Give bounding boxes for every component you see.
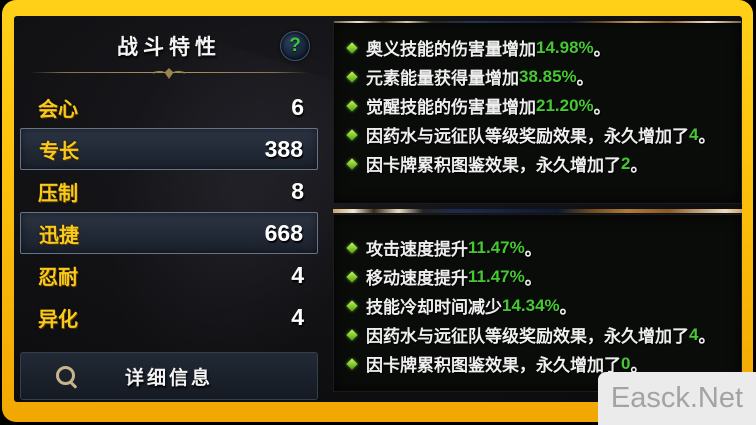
- perk-value: 38.85%: [519, 66, 577, 86]
- tooltip-content: 战斗特性 ? 会心 6 专长 388 压制 8: [14, 16, 742, 402]
- perk-suffix: 。: [576, 69, 594, 88]
- perk-text: 移动速度提升: [366, 269, 468, 288]
- diamond-bullet-icon: [346, 299, 358, 312]
- diamond-bullet-icon: [346, 70, 358, 83]
- watermark: Easck.Net: [598, 372, 756, 425]
- magnifier-icon: [55, 365, 79, 389]
- perk-line: 技能冷却时间减少 14.34%。: [334, 291, 741, 320]
- diamond-bullet-icon: [346, 99, 358, 112]
- perk-value: 2: [621, 153, 631, 173]
- section-divider: [333, 209, 742, 213]
- stat-label: 会心: [38, 98, 78, 121]
- perk-suffix: 。: [630, 356, 648, 375]
- perk-suffix: 。: [698, 127, 716, 146]
- perk-value: 11.47%: [468, 266, 525, 286]
- perk-value: 11.47%: [468, 237, 525, 257]
- diamond-bullet-icon: [346, 157, 358, 170]
- perk-text: 技能冷却时间减少: [366, 298, 502, 317]
- perk-suffix: 。: [698, 327, 716, 346]
- perk-suffix: 。: [524, 269, 542, 288]
- perk-text: 因卡牌累积图鉴效果，永久增加了: [366, 156, 621, 175]
- perk-text: 因卡牌累积图鉴效果，永久增加了: [366, 356, 621, 375]
- left-panel-header: 战斗特性 ?: [20, 26, 318, 66]
- diamond-bullet-icon: [346, 328, 358, 341]
- perk-text: 因药水与远征队等级奖励效果，永久增加了: [366, 127, 689, 146]
- perk-text: 奥义技能的伤害量增加: [366, 40, 536, 59]
- stat-label: 专长: [39, 140, 79, 163]
- perk-section-2: 攻击速度提升 11.47%。 移动速度提升 11.47%。 技能冷却时间减少 14.3…: [333, 214, 742, 392]
- stat-row[interactable]: 迅捷 668: [20, 212, 318, 254]
- stat-label: 忍耐: [38, 266, 78, 289]
- perk-line: 因卡牌累积图鉴效果，永久增加了 0。: [334, 349, 741, 378]
- diamond-bullet-icon: [346, 241, 358, 254]
- perk-suffix: 。: [593, 40, 611, 59]
- diamond-bullet-icon: [346, 357, 358, 370]
- perk-line: 元素能量获得量增加 38.85%。: [334, 62, 741, 91]
- perk-line: 移动速度提升 11.47%。: [334, 262, 741, 291]
- perk-line: 因药水与远征队等级奖励效果，永久增加了 4。: [334, 320, 741, 349]
- stat-row[interactable]: 专长 388: [20, 128, 318, 170]
- perk-line: 因药水与远征队等级奖励效果，永久增加了 4。: [334, 120, 741, 149]
- perk-value: 14.98%: [536, 37, 594, 57]
- perk-suffix: 。: [593, 98, 611, 117]
- perk-line: 觉醒技能的伤害量增加 21.20%。: [334, 91, 741, 120]
- perk-value: 0: [621, 353, 631, 373]
- stat-row[interactable]: 忍耐 4: [20, 254, 318, 296]
- perk-suffix: 。: [524, 240, 542, 259]
- stat-label: 压制: [38, 182, 78, 205]
- perk-text: 因药水与远征队等级奖励效果，永久增加了: [366, 327, 689, 346]
- panel-title: 战斗特性: [117, 36, 221, 59]
- title-divider-ornament: [30, 66, 308, 82]
- stat-row[interactable]: 会心 6: [20, 86, 318, 128]
- perk-value: 4: [689, 124, 699, 144]
- ornament-emblem-icon: [152, 68, 186, 79]
- stats-list: 会心 6 专长 388 压制 8 迅捷 668 忍耐 4 异化 4: [20, 86, 318, 338]
- help-icon[interactable]: ?: [280, 31, 310, 61]
- perk-line: 攻击速度提升 11.47%。: [334, 233, 741, 262]
- stat-label: 异化: [38, 308, 78, 331]
- perk-line: 奥义技能的伤害量增加 14.98%。: [334, 33, 741, 62]
- perk-text: 元素能量获得量增加: [366, 69, 519, 88]
- stat-value: 4: [291, 261, 304, 288]
- stat-value: 388: [264, 135, 303, 162]
- perk-suffix: 。: [559, 298, 577, 317]
- diamond-bullet-icon: [346, 128, 358, 141]
- perk-section-1: 奥义技能的伤害量增加 14.98%。 元素能量获得量增加 38.85%。 觉醒技能的…: [333, 21, 742, 204]
- detail-info-button[interactable]: 详细信息: [20, 352, 318, 400]
- diamond-bullet-icon: [346, 41, 358, 54]
- stat-value: 668: [264, 219, 303, 246]
- perk-suffix: 。: [630, 156, 648, 175]
- stat-label: 迅捷: [39, 224, 79, 247]
- perk-line: 因卡牌累积图鉴效果，永久增加了 2。: [334, 149, 741, 178]
- diamond-bullet-icon: [346, 270, 358, 283]
- stat-value: 4: [291, 303, 304, 330]
- detail-button-label: 详细信息: [124, 367, 213, 389]
- stat-row[interactable]: 异化 4: [20, 296, 318, 338]
- stat-value: 8: [291, 177, 304, 204]
- perk-text: 攻击速度提升: [366, 240, 468, 259]
- stat-value: 6: [291, 93, 304, 120]
- perk-value: 14.34%: [502, 295, 560, 315]
- stat-row[interactable]: 压制 8: [20, 170, 318, 212]
- perk-value: 21.20%: [536, 95, 594, 115]
- perk-text: 觉醒技能的伤害量增加: [366, 98, 536, 117]
- perk-value: 4: [689, 324, 699, 344]
